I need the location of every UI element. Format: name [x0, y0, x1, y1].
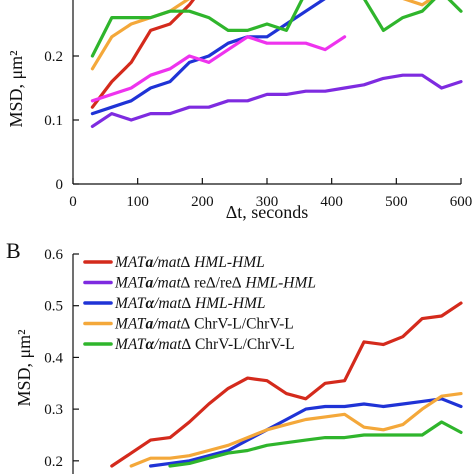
panel-a-series-line-4 — [90, 0, 463, 58]
panel-b-y-tick-label: 0.4 — [44, 350, 63, 366]
panel-b-series-line-3 — [129, 392, 463, 468]
panel-b-legend: MATa/mat∆ HML-HML MATa/mat∆ re∆/re∆ HML-H… — [83, 254, 316, 353]
panel-a-series-line-0 — [90, 0, 196, 109]
panel-b-y-tick-label: 0.6 — [44, 247, 63, 263]
panel-a-y-tick-label: 0.2 — [44, 49, 63, 65]
panel-a-y-axis-label: MSD, μm² — [6, 50, 26, 127]
panel-a-x-tick-label: 500 — [385, 194, 408, 210]
panel-a-series-line-2 — [90, 0, 326, 116]
panel-a-x-tick-label: 300 — [256, 194, 279, 210]
legend-label-2: MATα/mat∆ HML-HML — [114, 295, 266, 312]
panel-b-chart: B MSD, μm² 0.2 0.3 0.4 0.5 0.6 MATa/mat∆ HML… — [6, 238, 463, 474]
panel-a-x-tick-label: 100 — [126, 194, 149, 210]
legend-label-3: MATa/mat∆ ChrV-L/ChrV-L — [114, 316, 294, 333]
panel-b-y-tick-label: 0.2 — [44, 454, 63, 470]
panel-b-letter: B — [6, 238, 21, 263]
panel-b-y-tick-label: 0.3 — [44, 402, 63, 418]
panel-b-series — [110, 301, 463, 468]
panel-a-y-tick-label: 0 — [56, 177, 64, 193]
panel-a-x-tick-label: 0 — [69, 194, 77, 210]
panel-a-x-tick-label: 200 — [191, 194, 214, 210]
panel-a-y-tick-label: 0.1 — [44, 113, 63, 129]
panel-b-y-ticks: 0.2 0.3 0.4 0.5 0.6 — [44, 247, 63, 470]
panel-a-axes — [72, 0, 462, 185]
panel-a-y-ticks: 0 0.1 0.2 0.3 — [44, 0, 63, 193]
panel-b-series-line-2 — [149, 397, 463, 468]
panel-a-x-tick-label: 600 — [450, 194, 473, 210]
panel-a-x-axis-label: Δt, seconds — [226, 202, 309, 222]
panel-a-chart: MSD, μm² 00.10.20.3 0100200300400500600 … — [6, 0, 472, 222]
legend-label-1: MATa/mat∆ re∆/re∆ HML-HML — [114, 275, 316, 292]
panel-a-y-tick-label: 0.3 — [44, 0, 63, 1]
panel-b-series-line-4 — [168, 420, 463, 468]
panel-a-x-ticks: 0 100 200 300 400 500 600 — [69, 194, 472, 210]
legend-label-0: MATa/mat∆ HML-HML — [114, 254, 265, 271]
panel-a-series-line-1 — [90, 73, 463, 129]
panel-b-y-tick-label: 0.5 — [44, 299, 63, 315]
panel-b-series-line-0 — [110, 301, 463, 468]
legend-label-4: MATα/mat∆ ChrV-L/ChrV-L — [114, 336, 295, 353]
panel-a-series-line-5 — [90, 35, 347, 103]
panel-a-series — [90, 0, 463, 129]
panel-a-x-tick-label: 400 — [320, 194, 343, 210]
panel-b-y-axis-label: MSD, μm² — [14, 329, 34, 406]
panel-b-axes — [72, 253, 79, 474]
